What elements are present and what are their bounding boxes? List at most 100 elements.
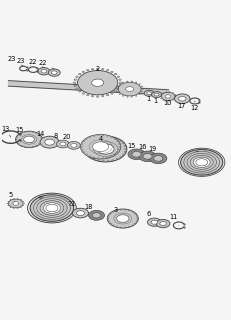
Ellipse shape <box>41 69 47 73</box>
Ellipse shape <box>16 141 18 142</box>
Ellipse shape <box>112 211 114 212</box>
Ellipse shape <box>80 134 121 159</box>
Ellipse shape <box>151 220 158 224</box>
Text: 1: 1 <box>153 95 157 104</box>
Text: 5: 5 <box>9 192 16 204</box>
Text: 20: 20 <box>63 134 74 145</box>
Ellipse shape <box>21 145 22 146</box>
Ellipse shape <box>87 154 89 155</box>
Ellipse shape <box>141 86 143 87</box>
Ellipse shape <box>8 201 9 202</box>
Ellipse shape <box>174 94 190 103</box>
Ellipse shape <box>97 135 99 136</box>
Ellipse shape <box>161 92 175 100</box>
Ellipse shape <box>150 153 167 164</box>
Ellipse shape <box>13 198 14 199</box>
Text: 22: 22 <box>38 60 54 69</box>
Ellipse shape <box>175 94 176 95</box>
Ellipse shape <box>112 160 114 161</box>
Ellipse shape <box>30 195 74 221</box>
Ellipse shape <box>114 91 117 92</box>
Ellipse shape <box>128 226 130 227</box>
Text: 21: 21 <box>68 201 80 213</box>
Ellipse shape <box>190 155 213 169</box>
Ellipse shape <box>110 156 112 157</box>
Ellipse shape <box>88 211 104 220</box>
Ellipse shape <box>93 142 109 152</box>
Ellipse shape <box>128 210 130 211</box>
Ellipse shape <box>131 96 133 97</box>
Ellipse shape <box>137 218 138 219</box>
Ellipse shape <box>116 210 117 211</box>
Ellipse shape <box>81 149 83 150</box>
Ellipse shape <box>114 73 117 75</box>
Ellipse shape <box>28 147 30 148</box>
Ellipse shape <box>152 92 162 98</box>
Ellipse shape <box>119 85 121 86</box>
Ellipse shape <box>67 141 80 149</box>
Ellipse shape <box>93 139 95 140</box>
Ellipse shape <box>17 198 18 199</box>
Ellipse shape <box>124 151 126 153</box>
Ellipse shape <box>120 209 122 210</box>
Ellipse shape <box>107 136 109 138</box>
Text: 19: 19 <box>149 147 158 158</box>
Ellipse shape <box>92 79 104 86</box>
Ellipse shape <box>39 134 40 135</box>
Ellipse shape <box>154 93 159 96</box>
Ellipse shape <box>102 158 104 159</box>
Ellipse shape <box>142 89 143 90</box>
Ellipse shape <box>110 213 111 214</box>
Ellipse shape <box>114 154 116 155</box>
Ellipse shape <box>124 227 126 228</box>
Ellipse shape <box>134 223 136 224</box>
Ellipse shape <box>116 152 118 153</box>
Ellipse shape <box>10 199 11 200</box>
Ellipse shape <box>13 208 14 209</box>
Ellipse shape <box>85 136 127 162</box>
Ellipse shape <box>51 71 57 74</box>
Ellipse shape <box>107 218 109 219</box>
Ellipse shape <box>106 69 109 71</box>
Ellipse shape <box>98 160 100 161</box>
Ellipse shape <box>97 144 114 154</box>
Ellipse shape <box>107 209 138 228</box>
Ellipse shape <box>97 158 99 159</box>
Ellipse shape <box>119 146 121 147</box>
Ellipse shape <box>143 154 152 159</box>
Ellipse shape <box>160 96 161 97</box>
Ellipse shape <box>90 140 92 141</box>
Ellipse shape <box>97 96 99 97</box>
Ellipse shape <box>107 161 109 162</box>
Ellipse shape <box>81 146 82 147</box>
Ellipse shape <box>17 208 18 209</box>
Ellipse shape <box>76 76 78 77</box>
Ellipse shape <box>144 90 154 96</box>
Ellipse shape <box>127 96 128 97</box>
Ellipse shape <box>118 149 120 150</box>
Ellipse shape <box>83 152 85 153</box>
Ellipse shape <box>81 143 83 145</box>
Ellipse shape <box>160 222 166 226</box>
Text: 4: 4 <box>98 136 106 149</box>
Ellipse shape <box>76 211 85 215</box>
Ellipse shape <box>120 227 122 228</box>
Ellipse shape <box>85 146 87 147</box>
Ellipse shape <box>111 93 113 94</box>
Ellipse shape <box>116 158 118 160</box>
Text: 11: 11 <box>170 214 179 225</box>
Ellipse shape <box>106 135 108 136</box>
Ellipse shape <box>73 82 76 84</box>
Ellipse shape <box>82 93 85 94</box>
Ellipse shape <box>124 146 126 147</box>
Ellipse shape <box>85 154 87 155</box>
Ellipse shape <box>179 96 186 101</box>
Text: 6: 6 <box>147 211 154 222</box>
Ellipse shape <box>60 142 66 146</box>
Ellipse shape <box>85 139 87 140</box>
Ellipse shape <box>120 156 122 158</box>
Ellipse shape <box>16 131 43 148</box>
Text: 23: 23 <box>17 58 31 66</box>
Text: 9: 9 <box>38 196 50 206</box>
Ellipse shape <box>74 85 76 86</box>
